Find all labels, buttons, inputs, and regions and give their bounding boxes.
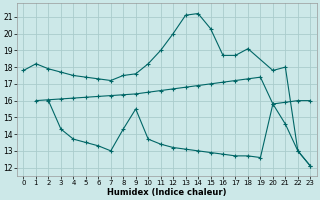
X-axis label: Humidex (Indice chaleur): Humidex (Indice chaleur) [107, 188, 227, 197]
